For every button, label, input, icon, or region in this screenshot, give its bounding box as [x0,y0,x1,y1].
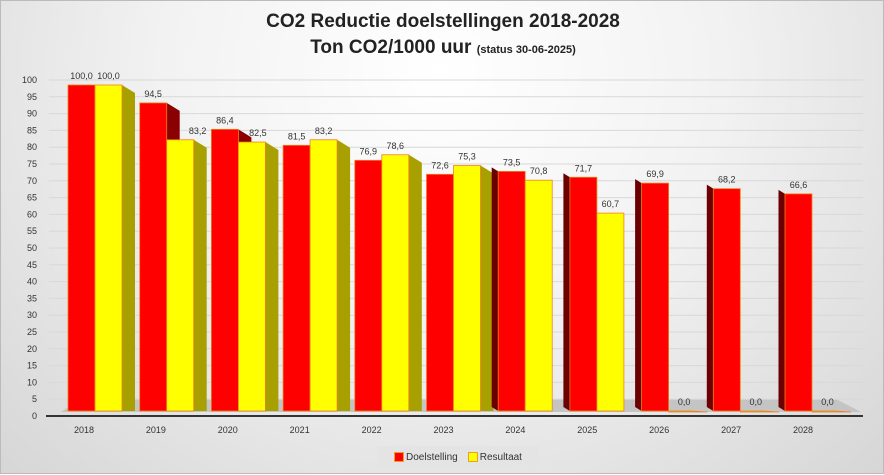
y-tick-label: 50 [27,243,37,253]
x-tick-label: 2023 [433,425,453,435]
bar-side [635,179,642,411]
data-label: 81,5 [288,131,306,141]
y-tick-label: 45 [27,260,37,270]
chart-title: CO2 Reductie doelstellingen 2018-2028 [266,11,620,32]
data-label: 76,9 [360,146,378,156]
bar-side [706,184,714,411]
chart-subtitle-note: (status 30-06-2025) [476,44,576,56]
y-tick-label: 80 [27,142,37,152]
data-label: 0,0 [821,397,834,407]
bar-side [193,139,207,411]
y-tick-label: 35 [27,293,37,303]
bar-resultaat [453,165,481,412]
x-tick-label: 2028 [793,425,813,435]
y-tick-label: 30 [27,310,37,320]
y-tick-label: 25 [27,327,37,337]
bar-doelstelling [354,159,383,412]
legend-item-doelstelling: Doelstelling [394,452,458,463]
bar-resultaat [381,154,410,412]
data-label: 82,5 [249,128,267,138]
data-label: 0,0 [750,397,763,407]
y-tick-label: 100 [22,75,37,85]
chart-subtitle: Ton CO2/1000 uur [310,37,472,58]
bar-side [337,139,351,411]
data-label: 68,2 [718,175,736,185]
y-tick-label: 5 [32,394,37,404]
y-tick-label: 10 [27,377,37,387]
x-tick-label: 2025 [577,425,597,435]
data-label: 71,7 [575,163,593,173]
x-tick-label: 2024 [505,425,525,435]
chart-title-block: CO2 Reductie doelstellingen 2018-2028 To… [1,9,884,63]
data-label: 66,6 [790,180,808,190]
data-label: 83,2 [189,126,207,136]
legend: Doelstelling Resultaat [377,446,539,468]
bar-side [563,173,570,411]
data-label: 0,0 [678,397,691,407]
data-label: 83,2 [315,126,333,136]
bar-side [265,142,279,412]
y-tick-label: 40 [27,277,37,287]
x-tick-label: 2026 [649,425,669,435]
data-label: 75,3 [458,152,476,162]
y-tick-label: 15 [27,361,37,371]
bar-resultaat [166,139,195,412]
bar-doelstelling [67,84,96,412]
data-label: 86,4 [216,115,234,125]
data-label: 69,9 [646,169,664,179]
y-tick-label: 0 [32,411,37,421]
data-label: 72,6 [431,160,449,170]
bar-doelstelling [784,193,813,412]
bar-resultaat [596,212,625,412]
x-tick-label: 2019 [146,425,166,435]
x-tick-label: 2021 [290,425,310,435]
y-tick-label: 55 [27,226,37,236]
bar-resultaat [524,179,553,412]
y-tick-label: 85 [27,125,37,135]
data-label: 100,0 [70,71,93,81]
bar-doelstelling [426,173,454,412]
bar-resultaat [237,141,266,412]
x-tick-label: 2022 [362,425,382,435]
bar-doelstelling [282,144,311,412]
y-tick-label: 70 [27,176,37,186]
x-tick-label: 2027 [721,425,741,435]
y-tick-label: 95 [27,92,37,102]
bar-doelstelling [569,176,598,412]
x-tick-label: 2020 [218,425,238,435]
data-label: 78,6 [387,141,405,151]
data-label: 60,7 [602,199,620,209]
bar-doelstelling [497,170,526,412]
bar-resultaat [94,84,123,412]
bar-resultaat [811,410,852,413]
bar-resultaat [309,139,338,412]
bar-doelstelling [712,188,741,412]
y-tick-label: 65 [27,193,37,203]
data-label: 100,0 [97,71,120,81]
bar-doelstelling [139,102,168,412]
bar-resultaat [739,410,780,413]
bar-side [408,154,422,411]
legend-item-resultaat: Resultaat [467,452,522,463]
y-tick-label: 60 [27,209,37,219]
y-tick-label: 90 [27,109,37,119]
bar-side [778,189,785,411]
y-tick-label: 75 [27,159,37,169]
data-label: 73,5 [503,157,521,167]
bar-doelstelling [210,128,239,412]
bar-resultaat [668,410,708,413]
x-tick-label: 2018 [74,425,94,435]
bar-side [491,167,499,411]
bar-side [480,165,494,411]
y-tick-label: 20 [27,344,37,354]
data-label: 94,5 [144,89,162,99]
data-label: 70,8 [530,166,548,176]
bar-doelstelling [641,182,669,412]
bar-side [122,85,135,411]
